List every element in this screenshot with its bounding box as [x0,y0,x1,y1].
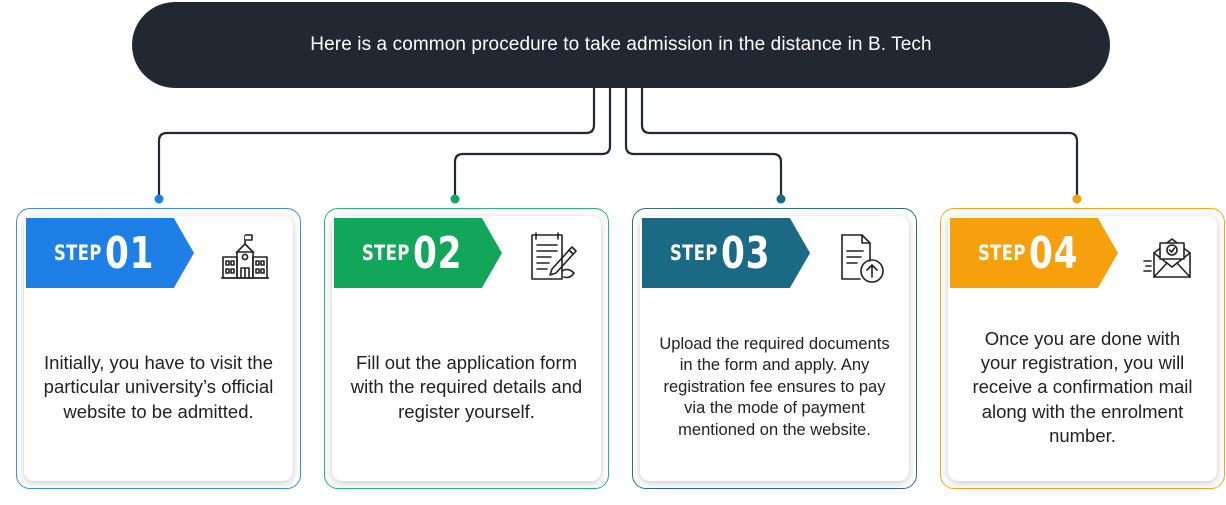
connector-dot-01 [154,194,164,204]
step-word: STEP [978,241,1026,265]
step-description-03: Upload the required documents in the for… [659,334,890,439]
application-form-pen-icon [531,232,577,280]
step-banner-04: STEP 04 [950,218,1118,288]
step-card-04: STEP 04 Once you are done with your regi… [940,208,1225,489]
connector-dot-03 [776,194,786,204]
step-number: 03 [721,227,771,279]
step-word: STEP [362,241,410,265]
step-card-03: STEP 03 Upload the required documents in… [632,208,917,489]
step-card-01: STEP 01 Initially, you have to visit the… [16,208,301,489]
school-building-icon [221,234,269,279]
confirmation-mail-icon [1143,238,1191,278]
step-number: 04 [1029,227,1079,279]
header-banner: Here is a common procedure to take admis… [132,2,1110,88]
connector-step-03 [624,88,783,199]
connector-step-01 [157,88,596,199]
step-word: STEP [54,241,102,265]
step-description-04: Once you are done with your registration… [972,328,1193,446]
step-card-02: STEP 02 Fill out the application form wi… [324,208,609,489]
step-description-02: Fill out the application form with the r… [350,352,583,422]
step-description-01: Initially, you have to visit the particu… [43,352,274,422]
connector-dot-02 [450,194,460,204]
header-title: Here is a common procedure to take admis… [310,34,932,55]
connector-step-02 [453,88,612,199]
connector-dot-04 [1072,194,1082,204]
step-banner-02: STEP 02 [334,218,502,288]
document-upload-icon [841,234,884,283]
step-number: 01 [105,227,155,279]
step-number: 02 [413,227,463,279]
step-banner-03: STEP 03 [642,218,810,288]
connector-step-04 [640,88,1079,199]
step-word: STEP [670,241,718,265]
step-banner-01: STEP 01 [26,218,194,288]
